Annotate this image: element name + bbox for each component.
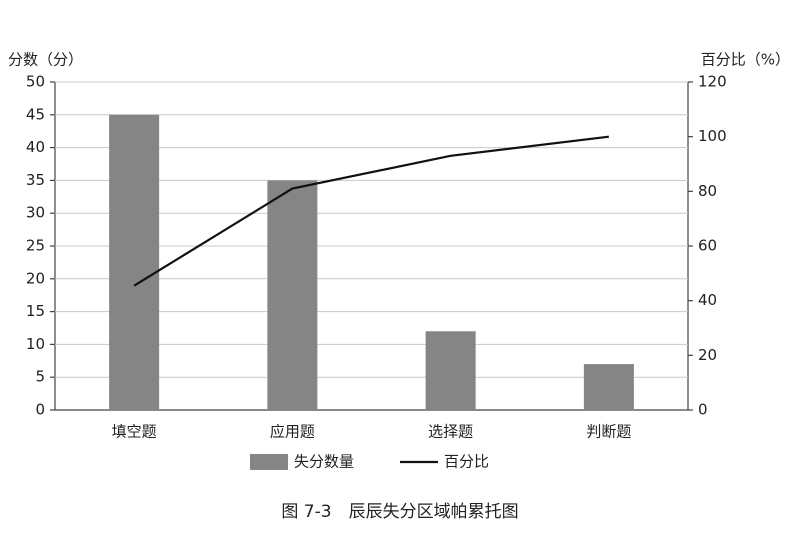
y-axis-label: 分数（分）	[8, 51, 83, 69]
y-tick-label: 30	[26, 204, 45, 222]
y-tick-label: 35	[26, 171, 45, 189]
y2-tick-label: 60	[698, 237, 717, 255]
line	[133, 135, 610, 287]
y-tick-label: 40	[26, 138, 45, 156]
legend-label: 百分比	[444, 453, 489, 471]
y2-tick-label: 100	[698, 127, 727, 145]
bar	[425, 331, 476, 410]
x-tick-label: 填空题	[112, 423, 157, 441]
y2-tick-label: 120	[698, 73, 727, 91]
y-tick-label: 20	[26, 269, 45, 287]
y2-tick-label: 80	[698, 182, 717, 200]
legend-swatch	[250, 454, 288, 470]
y-tick-label: 0	[35, 401, 45, 419]
y-tick-label: 5	[35, 368, 45, 386]
x-tick-label: 选择题	[428, 423, 473, 441]
caption: 图 7-3 辰辰失分区域帕累托图	[281, 502, 518, 522]
y2-axis-label: 百分比（%）	[701, 51, 790, 69]
legend-label: 失分数量	[294, 453, 354, 471]
y-tick-label: 10	[26, 335, 45, 353]
bar	[583, 364, 634, 410]
y2-tick-label: 0	[698, 401, 708, 419]
y2-tick-label: 20	[698, 346, 717, 364]
y-tick-label: 15	[26, 302, 45, 320]
x-tick-label: 判断题	[586, 423, 631, 441]
bar	[267, 180, 318, 410]
y-tick-label: 45	[26, 105, 45, 123]
y-tick-label: 50	[26, 73, 45, 91]
bar	[109, 114, 160, 411]
y-tick-label: 25	[26, 237, 45, 255]
x-tick-label: 应用题	[270, 423, 315, 441]
y2-tick-label: 40	[698, 291, 717, 309]
